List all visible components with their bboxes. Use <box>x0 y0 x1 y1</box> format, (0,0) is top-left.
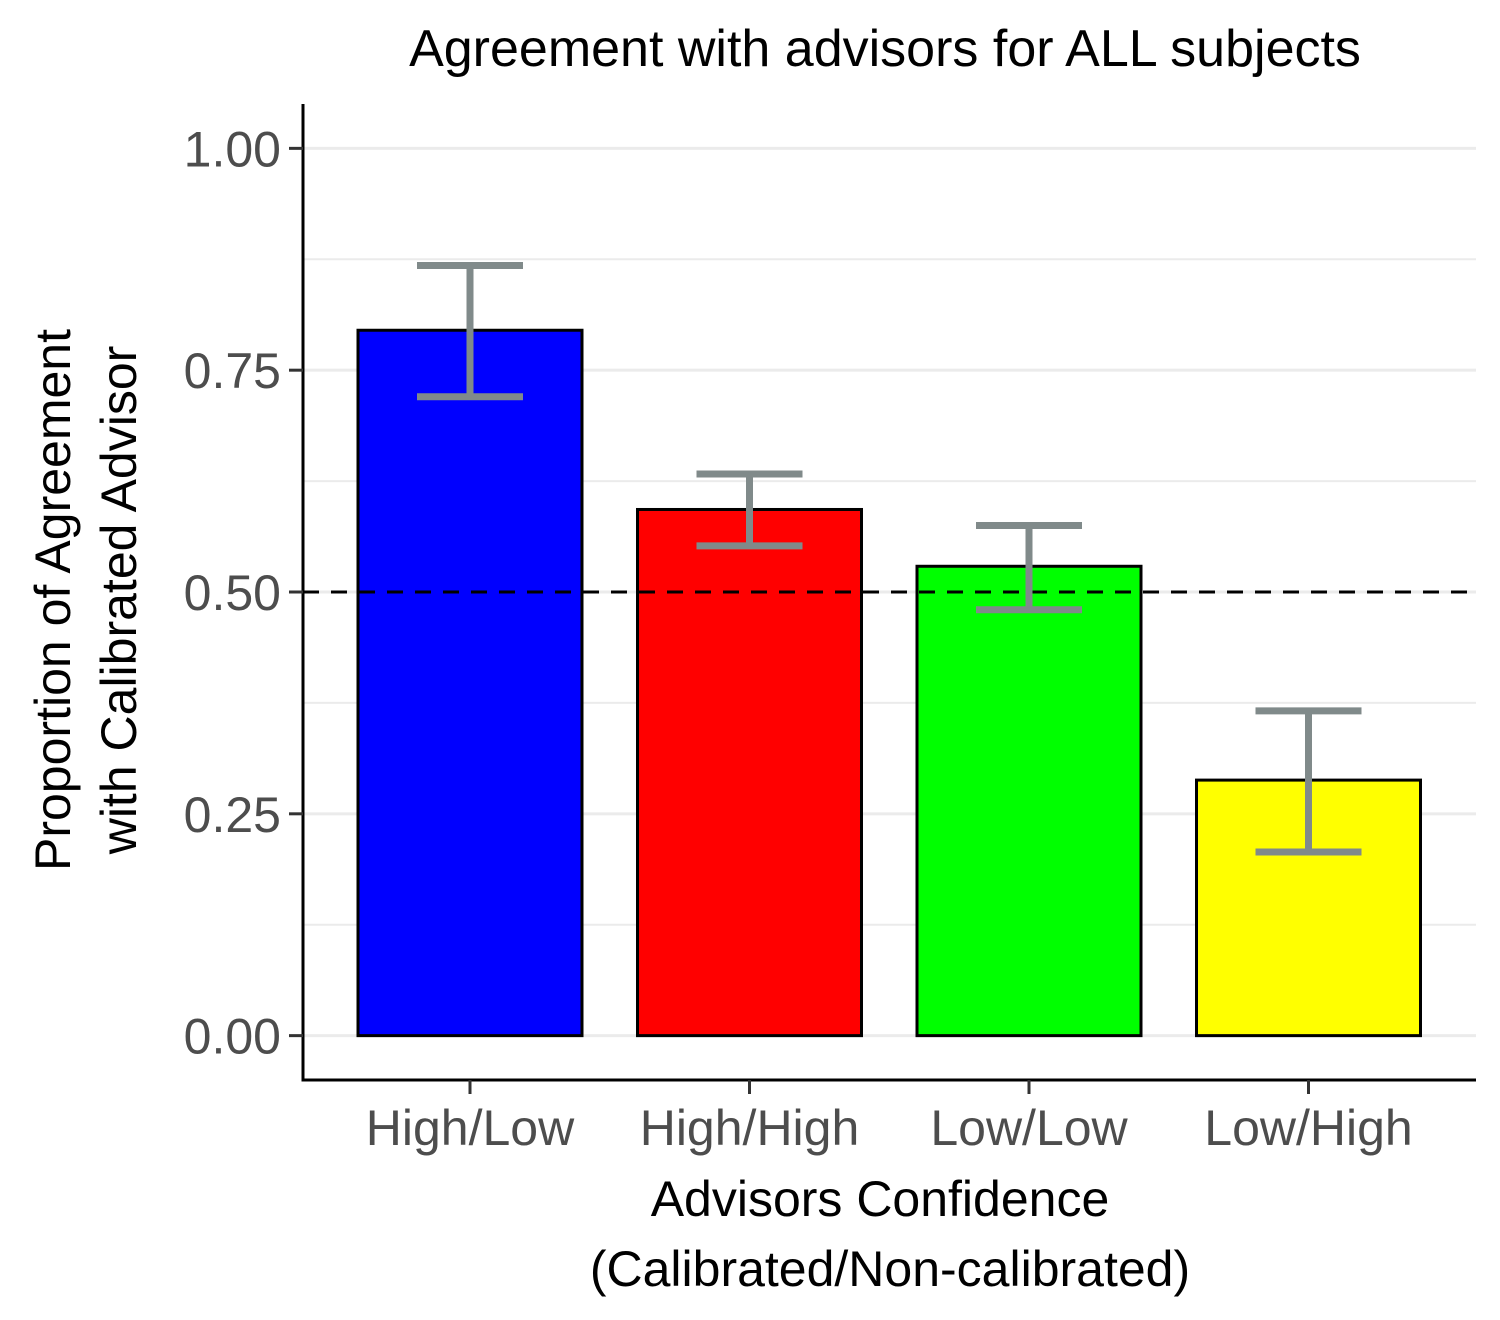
error-bars <box>417 261 1362 856</box>
x-tick-labels: High/Low High/High Low/Low Low/High <box>366 1100 1413 1156</box>
error-bar <box>1255 707 1362 856</box>
x-axis-title-line-2: (Calibrated/Non-calibrated) <box>590 1241 1190 1297</box>
bar-high-low <box>356 328 584 1038</box>
bars <box>356 328 1422 1038</box>
error-bar <box>696 470 803 550</box>
y-tick-label: 1.00 <box>184 121 281 177</box>
y-tick-label: 0.25 <box>184 787 281 843</box>
x-tick-label: Low/Low <box>930 1100 1128 1156</box>
x-tick-label: Low/High <box>1204 1100 1412 1156</box>
error-bar <box>976 521 1082 614</box>
y-tick-label: 0.00 <box>184 1009 281 1065</box>
chart-title: Agreement with advisors for ALL subjects <box>409 20 1361 78</box>
x-tick-label: High/Low <box>366 1100 575 1156</box>
y-tick-label: 0.50 <box>184 565 281 621</box>
bar-high-high <box>636 507 863 1038</box>
x-axis-title-line-1: Advisors Confidence <box>651 1171 1110 1227</box>
y-axis-title-line-2: with Calibrated Advisor <box>91 346 147 856</box>
error-bar <box>417 261 523 401</box>
bar-low-low <box>915 564 1143 1038</box>
axes <box>289 104 1476 1094</box>
x-tick-label: High/High <box>640 1100 860 1156</box>
y-axis-title-line-1: Proportion of Agreement <box>25 329 81 871</box>
y-tick-label: 0.75 <box>184 343 281 399</box>
y-tick-labels: 0.00 0.25 0.50 0.75 1.00 <box>184 121 281 1064</box>
